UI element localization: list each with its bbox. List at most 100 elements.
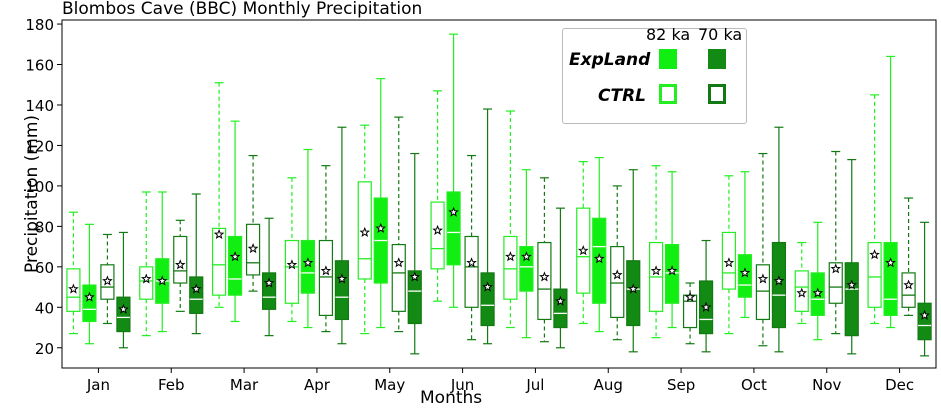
- box: [503, 235, 518, 300]
- box: [139, 266, 154, 300]
- legend-swatch-expland-82ka: [659, 49, 677, 69]
- y-tick-label: 60: [35, 259, 54, 277]
- box: [391, 243, 406, 312]
- x-tick-label: Mar: [230, 376, 259, 394]
- box: [917, 302, 932, 341]
- box: [755, 264, 771, 321]
- x-tick-label: Jun: [450, 376, 474, 394]
- mean-marker: [68, 283, 79, 294]
- box: [883, 241, 898, 316]
- mean-marker: [869, 249, 880, 260]
- mean-marker: [830, 263, 842, 274]
- mean-marker: [190, 283, 202, 294]
- x-tick-label: Apr: [304, 376, 331, 394]
- mean-marker: [577, 245, 589, 256]
- box: [430, 201, 445, 270]
- mean-marker: [846, 279, 858, 290]
- y-tick-label: 40: [35, 299, 54, 317]
- box: [480, 272, 495, 327]
- box: [189, 276, 204, 314]
- box: [626, 260, 641, 327]
- x-tick-label: May: [374, 376, 405, 394]
- mean-marker: [723, 257, 735, 268]
- legend-swatch-ctrl-82ka: [659, 84, 677, 104]
- box: [771, 241, 787, 329]
- box: [334, 260, 350, 321]
- x-tick-label: Sep: [667, 376, 695, 394]
- box: [318, 239, 334, 316]
- x-tick-label: Oct: [741, 376, 767, 394]
- mean-marker: [666, 265, 678, 276]
- plot-frame: [61, 19, 937, 369]
- legend: 82 ka 70 ka ExpLand CTRL: [562, 25, 747, 124]
- mean-marker: [174, 259, 186, 270]
- box: [82, 284, 97, 323]
- box: [284, 239, 300, 304]
- box: [901, 272, 916, 308]
- mean-marker: [919, 309, 930, 320]
- mean-marker: [409, 271, 421, 282]
- mean-marker: [466, 257, 477, 268]
- legend-header-82ka: 82 ka: [646, 25, 691, 44]
- mean-marker: [739, 267, 751, 278]
- x-tick-label: Jan: [86, 376, 110, 394]
- mean-marker: [796, 287, 808, 298]
- box: [828, 262, 843, 304]
- y-tick-label: 100: [25, 178, 54, 196]
- mean-marker: [432, 224, 443, 235]
- mean-marker: [593, 253, 605, 264]
- mean-marker: [539, 271, 550, 282]
- box: [664, 243, 680, 304]
- mean-marker: [650, 265, 662, 276]
- mean-marker: [213, 228, 225, 239]
- box: [553, 288, 568, 329]
- mean-marker: [611, 269, 623, 280]
- x-tick-label: Jul: [525, 376, 544, 394]
- y-tick-label: 80: [35, 218, 54, 236]
- box: [446, 191, 461, 266]
- legend-swatch-expland-70ka: [708, 49, 726, 69]
- x-tick-label: Nov: [812, 376, 841, 394]
- mean-marker: [118, 303, 129, 314]
- legend-swatch-ctrl-70ka: [708, 84, 726, 104]
- x-axis-label: Months: [420, 388, 483, 408]
- chart-title: Blombos Cave (BBC) Monthly Precipitation: [62, 0, 423, 19]
- y-tick-label: 20: [35, 340, 54, 358]
- box: [464, 235, 479, 308]
- legend-header-70ka: 70 ka: [698, 25, 743, 44]
- mean-marker: [302, 257, 314, 268]
- mean-marker: [156, 275, 168, 286]
- y-tick-label: 180: [25, 16, 54, 34]
- legend-row-ctrl: CTRL: [598, 86, 646, 106]
- x-tick-label: Feb: [158, 376, 185, 394]
- mean-marker: [885, 257, 896, 268]
- mean-marker: [521, 251, 532, 262]
- y-tick-label: 160: [25, 57, 54, 75]
- mean-marker: [84, 291, 95, 302]
- box: [537, 241, 552, 321]
- mean-marker: [247, 243, 259, 254]
- box: [227, 235, 243, 296]
- box: [682, 294, 698, 329]
- x-tick-label: Aug: [594, 376, 623, 394]
- box: [519, 246, 534, 292]
- box: [867, 241, 882, 308]
- mean-marker: [505, 251, 516, 262]
- mean-marker: [627, 283, 639, 294]
- box: [211, 227, 227, 296]
- mean-marker: [757, 273, 769, 284]
- mean-marker: [773, 275, 785, 286]
- mean-marker: [229, 251, 241, 262]
- mean-marker: [140, 273, 152, 284]
- box: [844, 262, 859, 337]
- mean-marker: [320, 265, 332, 276]
- mean-marker: [812, 287, 824, 298]
- box: [737, 254, 753, 298]
- mean-marker: [359, 226, 371, 237]
- mean-marker: [286, 259, 298, 270]
- mean-marker: [684, 291, 696, 302]
- mean-marker: [336, 273, 348, 284]
- legend-row-expland: ExpLand: [569, 50, 651, 70]
- y-tick-label: 120: [25, 137, 54, 155]
